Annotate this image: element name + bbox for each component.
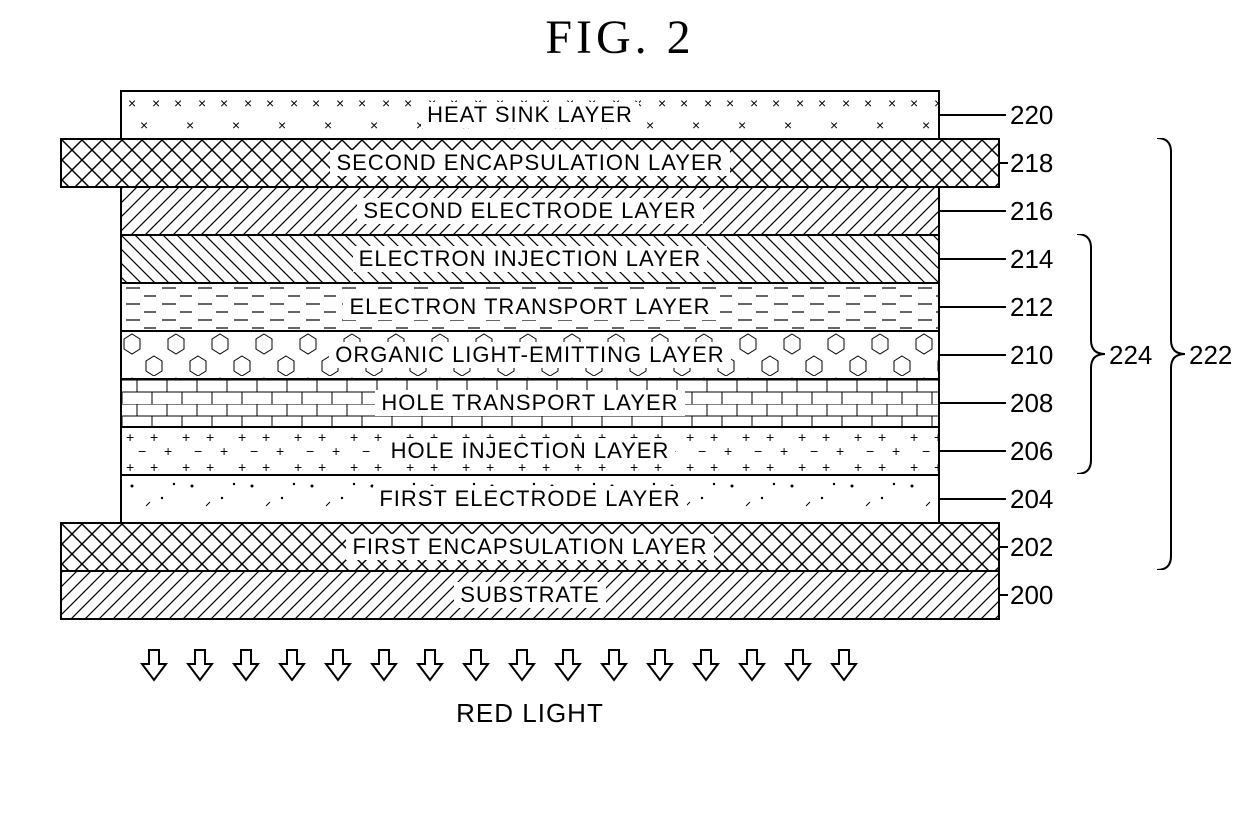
ref-218: 218 <box>1010 148 1053 179</box>
leader-line <box>1000 162 1008 164</box>
leader-line <box>1000 594 1008 596</box>
layer-216: SECOND ELECTRODE LAYER <box>120 186 940 236</box>
layer-label: FIRST ELECTRODE LAYER <box>373 486 686 512</box>
ref-222: 222 <box>1189 340 1232 371</box>
ref-214: 214 <box>1010 244 1053 275</box>
layer-label: HOLE INJECTION LAYER <box>385 438 676 464</box>
layer-206: HOLE INJECTION LAYER <box>120 426 940 476</box>
ref-220: 220 <box>1010 100 1053 131</box>
down-arrow-icon <box>830 648 858 682</box>
ref-204: 204 <box>1010 484 1053 515</box>
layer-220: HEAT SINK LAYER <box>120 90 940 140</box>
layer-label: SUBSTRATE <box>454 582 605 608</box>
ref-216: 216 <box>1010 196 1053 227</box>
layer-label: FIRST ENCAPSULATION LAYER <box>346 534 713 560</box>
ref-210: 210 <box>1010 340 1053 371</box>
leader-line <box>940 114 1006 116</box>
layer-218: SECOND ENCAPSULATION LAYER <box>60 138 1000 188</box>
ref-206: 206 <box>1010 436 1053 467</box>
layer-202: FIRST ENCAPSULATION LAYER <box>60 522 1000 572</box>
leader-line <box>940 450 1006 452</box>
down-arrow-icon <box>600 648 628 682</box>
layer-212: ELECTRON TRANSPORT LAYER <box>120 282 940 332</box>
ref-224: 224 <box>1109 340 1152 371</box>
layer-label: ORGANIC LIGHT-EMITTING LAYER <box>329 342 730 368</box>
down-arrow-icon <box>140 648 168 682</box>
leader-line <box>1000 546 1008 548</box>
leader-line <box>940 306 1006 308</box>
down-arrow-icon <box>232 648 260 682</box>
layer-200: SUBSTRATE <box>60 570 1000 620</box>
down-arrow-icon <box>186 648 214 682</box>
leader-line <box>940 210 1006 212</box>
down-arrow-icon <box>738 648 766 682</box>
layer-210: ORGANIC LIGHT-EMITTING LAYER <box>120 330 940 380</box>
light-arrows <box>140 648 858 682</box>
layer-label: HOLE TRANSPORT LAYER <box>375 390 684 416</box>
down-arrow-icon <box>370 648 398 682</box>
down-arrow-icon <box>646 648 674 682</box>
ref-208: 208 <box>1010 388 1053 419</box>
ref-202: 202 <box>1010 532 1053 563</box>
leader-line <box>940 354 1006 356</box>
down-arrow-icon <box>416 648 444 682</box>
down-arrow-icon <box>554 648 582 682</box>
leader-line <box>940 498 1006 500</box>
layer-label: ELECTRON INJECTION LAYER <box>353 246 708 272</box>
figure-title: FIG. 2 <box>0 10 1240 65</box>
ref-200: 200 <box>1010 580 1053 611</box>
down-arrow-icon <box>324 648 352 682</box>
light-label: RED LIGHT <box>60 698 1000 729</box>
layer-204: FIRST ELECTRODE LAYER <box>120 474 940 524</box>
layer-208: HOLE TRANSPORT LAYER <box>120 378 940 428</box>
layer-214: ELECTRON INJECTION LAYER <box>120 234 940 284</box>
down-arrow-icon <box>692 648 720 682</box>
down-arrow-icon <box>784 648 812 682</box>
ref-212: 212 <box>1010 292 1053 323</box>
leader-line <box>940 402 1006 404</box>
layer-label: SECOND ENCAPSULATION LAYER <box>330 150 729 176</box>
down-arrow-icon <box>462 648 490 682</box>
down-arrow-icon <box>278 648 306 682</box>
layer-label: ELECTRON TRANSPORT LAYER <box>343 294 716 320</box>
down-arrow-icon <box>508 648 536 682</box>
layer-label: HEAT SINK LAYER <box>421 102 639 128</box>
leader-line <box>940 258 1006 260</box>
layer-label: SECOND ELECTRODE LAYER <box>357 198 702 224</box>
